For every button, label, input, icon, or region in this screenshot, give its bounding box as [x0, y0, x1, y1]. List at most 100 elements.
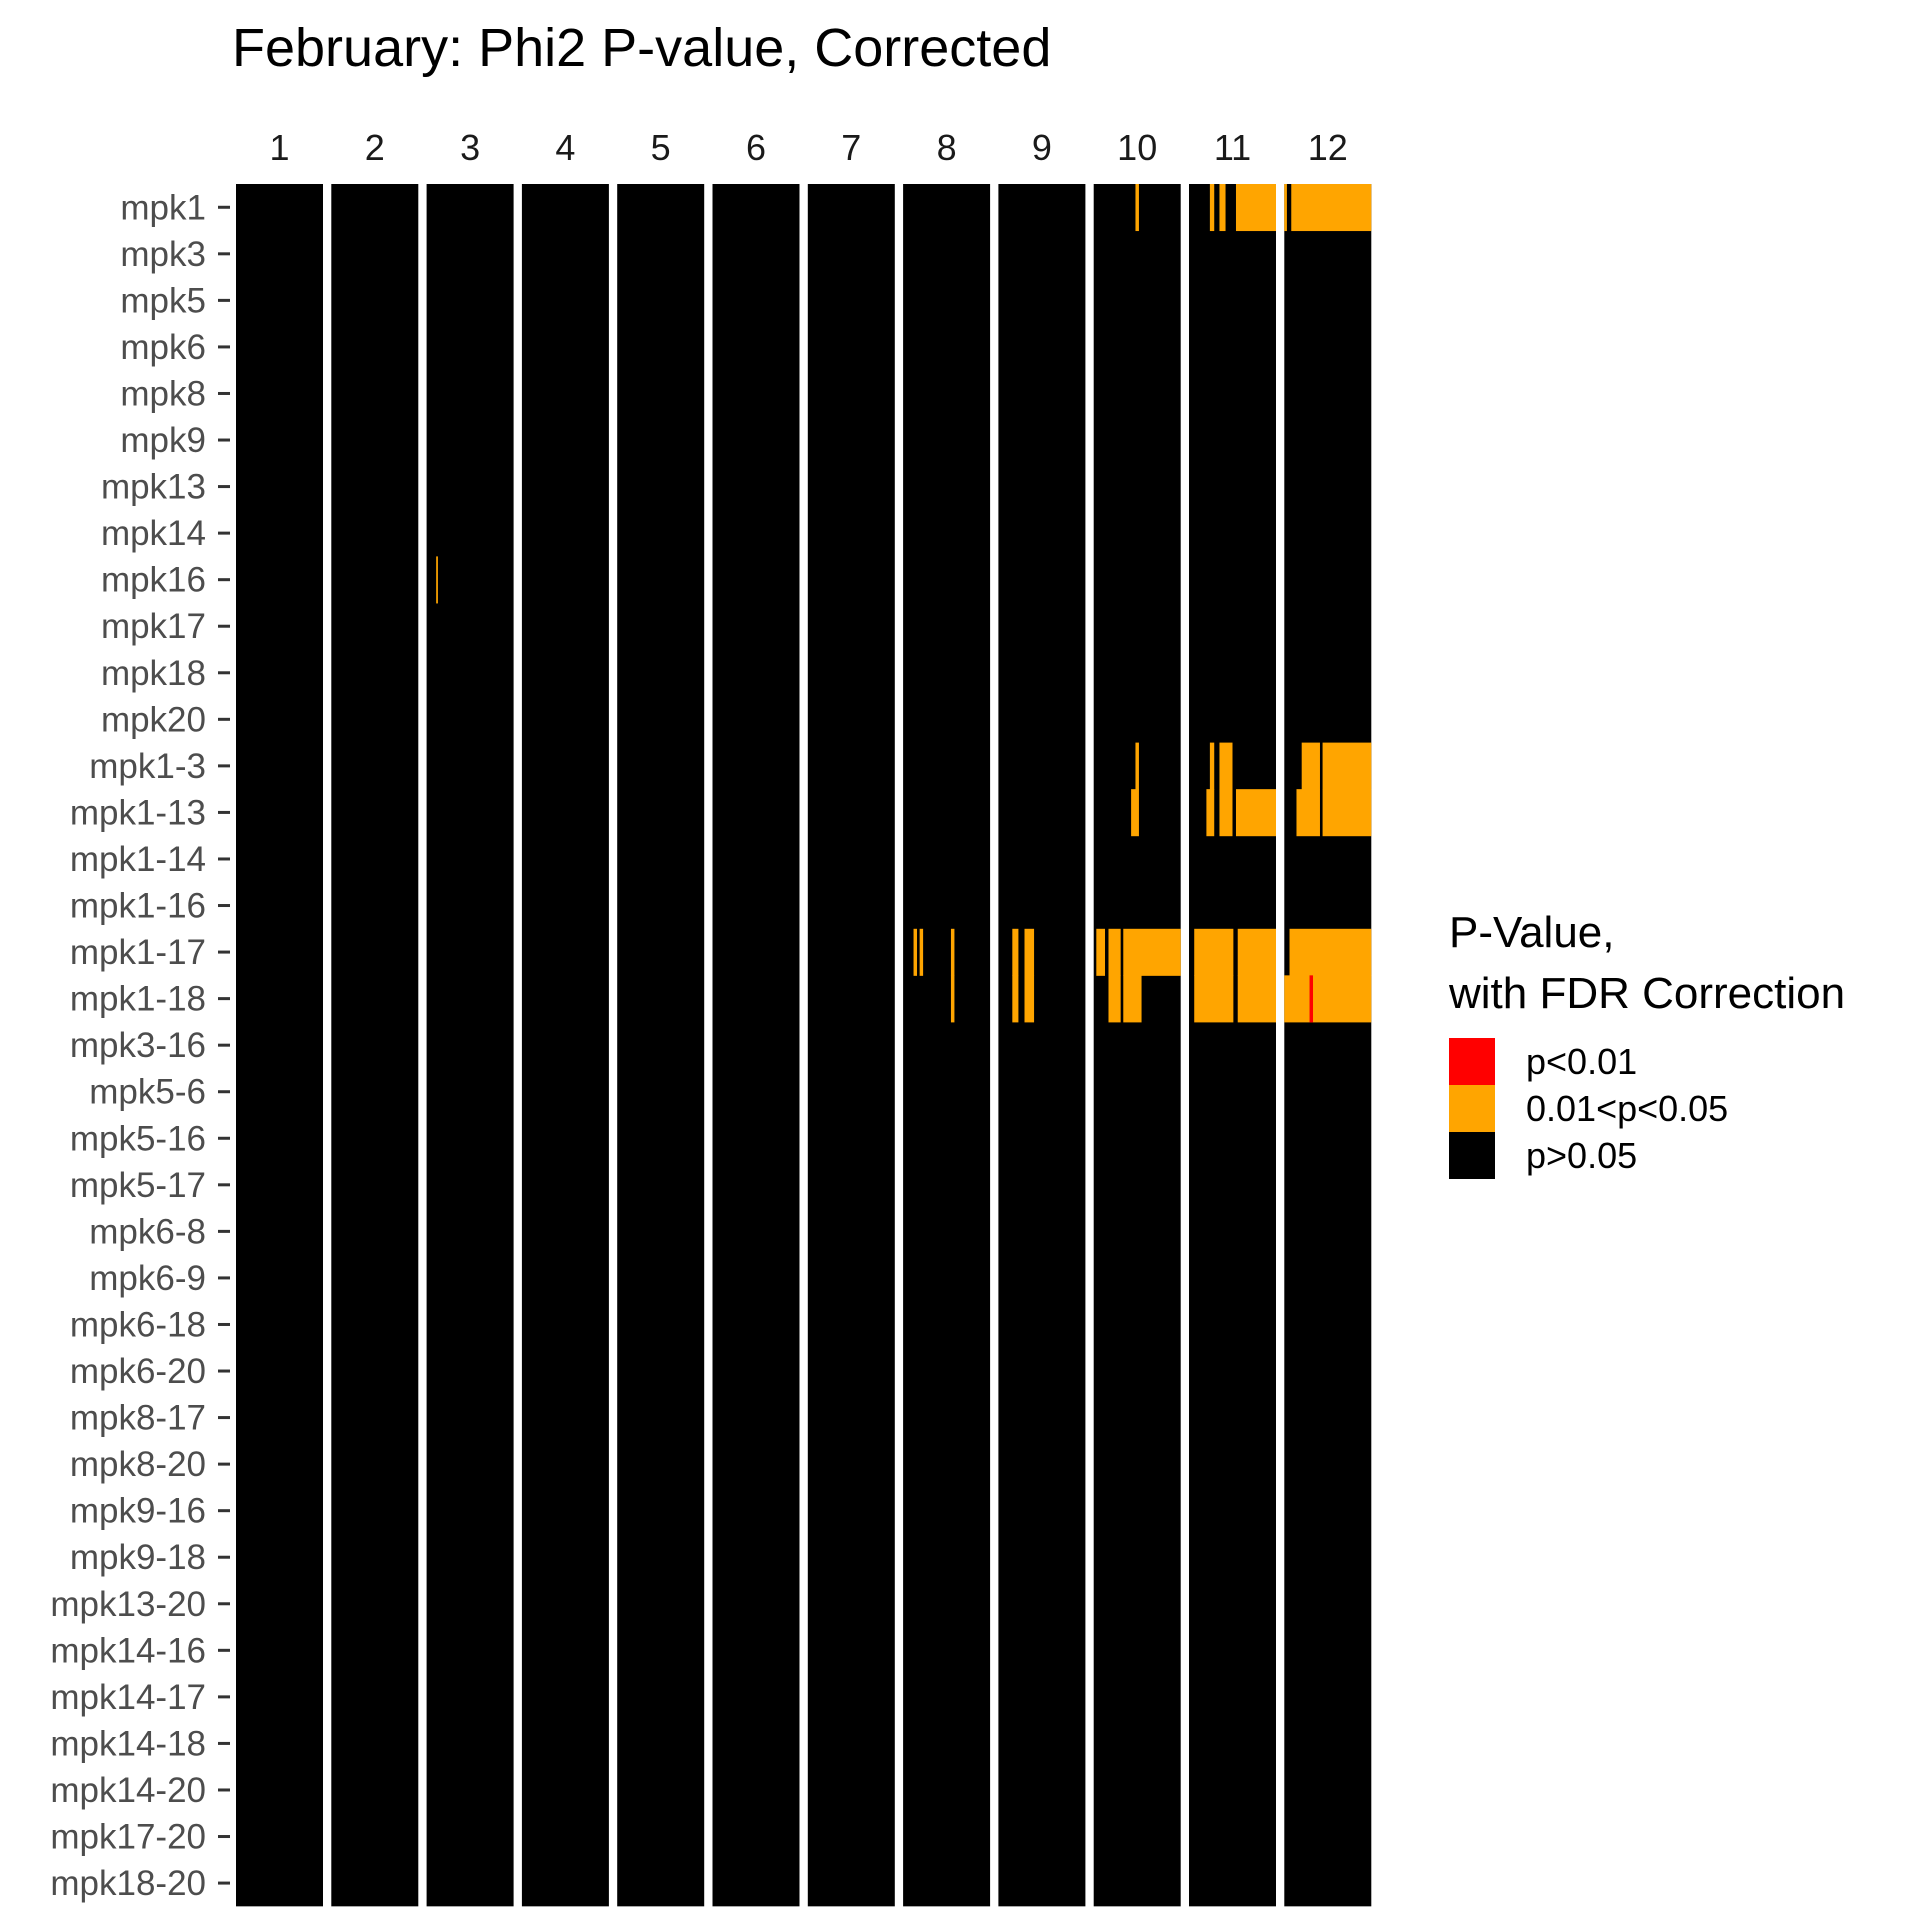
facet-panel-2	[331, 184, 419, 1907]
cell-10-mpk1-17	[1123, 928, 1181, 976]
row-label-mpk6-8: mpk6-8	[89, 1212, 206, 1251]
row-label-mpk3: mpk3	[120, 235, 206, 274]
row-label-mpk3-16: mpk3-16	[70, 1026, 206, 1065]
facet-label-11: 11	[1214, 127, 1251, 168]
cell-11-mpk1-17	[1194, 928, 1234, 976]
cell-11-mpk1-13	[1219, 789, 1233, 837]
cell-11-mpk1-3	[1209, 742, 1215, 790]
cell-11-mpk1-3	[1219, 742, 1233, 790]
legend-label-0: p<0.01	[1526, 1041, 1637, 1082]
facet-panel-6	[712, 184, 800, 1907]
row-label-mpk1-3: mpk1-3	[89, 747, 206, 786]
row-label-mpk1-16: mpk1-16	[70, 887, 206, 926]
legend: P-Value, with FDR Correction p<0.01 0.01<…	[1448, 908, 1845, 1179]
cell-10-mpk1-3	[1135, 742, 1139, 790]
row-label-mpk6: mpk6	[120, 328, 206, 367]
cell-10-mpk1-17	[1096, 928, 1106, 976]
row-label-mpk1: mpk1	[120, 188, 206, 227]
facet-label-5: 5	[651, 127, 671, 168]
cell-12-mpk1	[1291, 184, 1372, 232]
cell-10-mpk1-17	[1108, 928, 1121, 976]
legend-title-line-2: with FDR Correction	[1448, 969, 1845, 1018]
row-label-mpk17-20: mpk17-20	[50, 1818, 206, 1857]
cell-11-mpk1-13	[1206, 789, 1215, 837]
cell-11-mpk1-17	[1237, 928, 1276, 976]
row-axis: mpk1 mpk3 mpk5 mpk6 mpk8 mpk9 mpk13 mpk14 mpk16 m…	[50, 188, 230, 1903]
cell-8-mpk1-18	[950, 975, 955, 1023]
legend-title-line-1: P-Value,	[1449, 908, 1615, 957]
cell-12-mpk1-18	[1284, 975, 1372, 1023]
row-label-mpk5-16: mpk5-16	[70, 1119, 206, 1158]
row-label-mpk1-18: mpk1-18	[70, 980, 206, 1019]
facet-label-4: 4	[555, 127, 575, 168]
cell-12-mpk1-17	[1289, 928, 1372, 976]
row-label-mpk1-14: mpk1-14	[70, 840, 206, 879]
row-label-mpk13: mpk13	[101, 468, 206, 507]
legend-keys: p<0.01 0.01<p<0.05 p>0.05	[1449, 1038, 1728, 1179]
facet-panel-5	[617, 184, 705, 1907]
row-label-mpk8: mpk8	[120, 374, 206, 413]
legend-label-2: p>0.05	[1526, 1135, 1637, 1176]
row-label-mpk6-9: mpk6-9	[89, 1259, 206, 1298]
row-label-mpk9-18: mpk9-18	[70, 1538, 206, 1577]
row-label-mpk16: mpk16	[101, 561, 206, 600]
row-label-mpk8-20: mpk8-20	[70, 1445, 206, 1484]
row-label-mpk6-20: mpk6-20	[70, 1352, 206, 1391]
row-label-mpk13-20: mpk13-20	[50, 1585, 206, 1624]
cell-11-mpk1	[1209, 184, 1215, 232]
row-label-mpk14-20: mpk14-20	[50, 1771, 206, 1810]
cell-10-mpk1-13	[1131, 789, 1139, 837]
facet-panel-3	[426, 184, 514, 1907]
row-label-mpk14-16: mpk14-16	[50, 1631, 206, 1670]
facet-label-10: 10	[1117, 127, 1157, 168]
row-label-mpk14-17: mpk14-17	[50, 1678, 206, 1717]
cell-9-mpk1-18	[1012, 975, 1019, 1023]
cell-8-mpk1-17	[919, 928, 924, 976]
row-label-mpk1-13: mpk1-13	[70, 793, 206, 832]
cell-3-mpk16	[436, 556, 438, 604]
facet-panel-1	[236, 184, 323, 1907]
facet-panels: 1 2 3 4 5 6 7 8 9 10 11 12	[236, 127, 1372, 1907]
row-label-mpk9: mpk9	[120, 421, 206, 460]
facet-label-1: 1	[269, 127, 289, 168]
row-label-mpk20: mpk20	[101, 700, 206, 739]
cell-9-mpk1-18	[1024, 975, 1035, 1023]
facet-label-8: 8	[937, 127, 957, 168]
row-label-mpk14: mpk14	[101, 514, 206, 553]
row-label-mpk17: mpk17	[101, 607, 206, 646]
row-label-mpk14-18: mpk14-18	[50, 1724, 206, 1763]
cell-9-mpk1-17	[1024, 928, 1035, 976]
facet-panel-9	[998, 184, 1086, 1907]
cell-8-mpk1-17	[950, 928, 955, 976]
cell-12-mpk1	[1284, 184, 1287, 232]
row-label-mpk5: mpk5	[120, 281, 206, 320]
row-label-mpk8-17: mpk8-17	[70, 1399, 206, 1438]
legend-label-1: 0.01<p<0.05	[1526, 1088, 1728, 1129]
row-label-mpk5-17: mpk5-17	[70, 1166, 206, 1205]
cell-11-mpk1-18	[1194, 975, 1234, 1023]
facet-panel-12	[1284, 184, 1372, 1907]
facet-label-7: 7	[841, 127, 861, 168]
chart-title: February: Phi2 P-value, Corrected	[232, 18, 1051, 78]
cell-11-mpk1-13	[1235, 789, 1276, 837]
facet-label-6: 6	[746, 127, 766, 168]
row-label-mpk9-16: mpk9-16	[70, 1492, 206, 1531]
cell-12-mpk1-13	[1296, 789, 1320, 837]
facet-label-9: 9	[1032, 127, 1052, 168]
cell-11-mpk1	[1235, 184, 1276, 232]
facet-panel-7	[807, 184, 895, 1907]
row-label-mpk1-17: mpk1-17	[70, 933, 206, 972]
facet-panel-11	[1189, 184, 1276, 1907]
facet-panel-8	[903, 184, 991, 1907]
facet-panel-10	[1093, 184, 1181, 1907]
cell-9-mpk1-17	[1012, 928, 1019, 976]
cell-10-mpk1-18	[1108, 975, 1121, 1023]
cell-12-mpk1-3	[1301, 742, 1320, 790]
row-label-mpk18: mpk18	[101, 654, 206, 693]
cell-10-mpk1-18	[1123, 975, 1142, 1023]
legend-key-1	[1449, 1085, 1495, 1132]
cell-10-mpk1	[1135, 184, 1139, 232]
cell-12-mpk1-3	[1322, 742, 1372, 790]
cell-12-mpk1-13	[1322, 789, 1372, 837]
